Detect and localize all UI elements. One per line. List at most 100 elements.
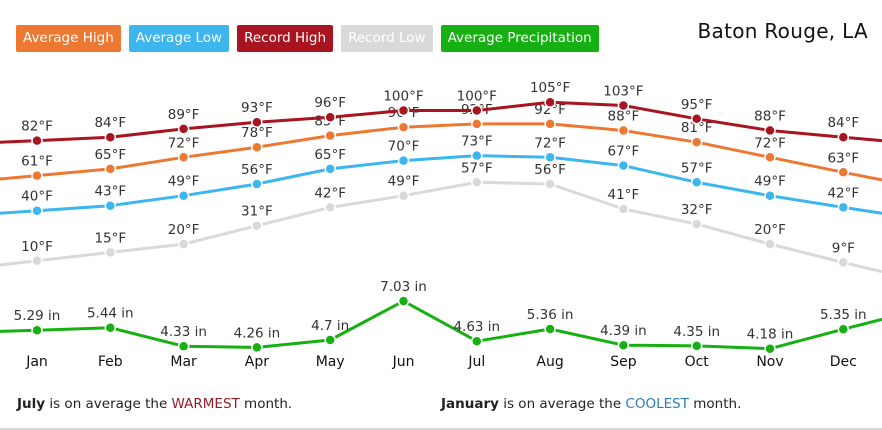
avg-low-point[interactable] <box>617 159 630 172</box>
rec-low-point[interactable] <box>104 246 117 259</box>
rec-high-data-label: 95°F <box>681 97 713 113</box>
avg-low-point[interactable] <box>544 151 556 164</box>
avg-low-point[interactable] <box>397 154 410 167</box>
avg-low-data-label: 49°F <box>168 174 200 190</box>
avg-precip-data-label: 4.33 in <box>160 324 207 340</box>
avg-high-point[interactable] <box>764 151 776 164</box>
avg-precip-point[interactable] <box>104 321 117 334</box>
avg-low-point[interactable] <box>690 176 703 189</box>
warmest-note-end: month. <box>239 396 293 412</box>
series-avg-precip: 5.29 in 5.44 in 4.33 in 4.26 in 4.7 in 7.03 i… <box>0 279 882 355</box>
rec-high-point[interactable] <box>471 104 483 117</box>
rec-low-point[interactable] <box>471 176 483 189</box>
avg-low-data-label: 43°F <box>94 184 126 200</box>
rec-high-point[interactable] <box>690 113 703 125</box>
avg-high-data-label: 92°F <box>534 102 566 118</box>
avg-high-point[interactable] <box>31 169 43 182</box>
rec-high-line <box>0 100 882 144</box>
avg-low-point[interactable] <box>837 201 850 214</box>
legend-avg-precip-button[interactable]: Average Precipitation <box>440 25 599 52</box>
warmest-note-text: is on average the <box>45 396 172 412</box>
avg-high-data-label: 78°F <box>241 125 273 141</box>
x-tick-label: Nov <box>756 354 783 370</box>
avg-high-point[interactable] <box>397 121 410 133</box>
avg-low-data-label: 70°F <box>388 139 420 155</box>
avg-precip-point[interactable] <box>690 340 703 352</box>
avg-high-point[interactable] <box>544 118 556 130</box>
avg-precip-data-label: 5.36 in <box>527 307 574 323</box>
avg-high-point[interactable] <box>690 136 703 148</box>
avg-low-point[interactable] <box>31 204 43 217</box>
avg-high-point[interactable] <box>837 166 850 179</box>
avg-precip-point[interactable] <box>251 341 263 354</box>
rec-high-point[interactable] <box>251 116 263 128</box>
avg-low-point[interactable] <box>104 199 117 212</box>
rec-high-point[interactable] <box>837 131 850 143</box>
avg-precip-point[interactable] <box>324 334 336 346</box>
avg-low-point[interactable] <box>324 163 336 175</box>
avg-precip-point[interactable] <box>177 340 190 352</box>
rec-high-data-label: 84°F <box>94 115 126 131</box>
rec-low-point[interactable] <box>324 201 336 214</box>
rec-low-point[interactable] <box>690 218 703 230</box>
x-tick-label: Jun <box>392 354 415 370</box>
avg-precip-point[interactable] <box>397 295 410 307</box>
avg-precip-point[interactable] <box>31 324 43 336</box>
avg-low-point[interactable] <box>471 149 483 162</box>
rec-low-point[interactable] <box>617 203 630 215</box>
rec-low-point[interactable] <box>397 189 410 202</box>
warmest-highlight: WARMEST <box>171 396 240 412</box>
avg-low-point[interactable] <box>251 178 263 190</box>
rec-high-point[interactable] <box>764 124 776 137</box>
avg-high-point[interactable] <box>104 163 117 175</box>
avg-high-point[interactable] <box>177 151 190 164</box>
rec-low-point[interactable] <box>251 219 263 232</box>
avg-high-point[interactable] <box>251 141 263 153</box>
rec-low-point[interactable] <box>31 255 43 267</box>
avg-precip-point[interactable] <box>764 342 776 355</box>
avg-precip-data-label: 5.35 in <box>820 307 867 323</box>
avg-low-data-label: 67°F <box>608 144 640 160</box>
series-avg-high: 61°F65°F72°F78°F85°F90°F92°F92°F88°F81°F… <box>0 102 882 182</box>
avg-high-point[interactable] <box>471 118 483 130</box>
rec-high-data-label: 103°F <box>603 84 643 100</box>
x-tick-label: Jul <box>467 354 485 370</box>
avg-precip-point[interactable] <box>471 335 483 347</box>
avg-precip-point[interactable] <box>837 323 850 335</box>
rec-low-point[interactable] <box>177 238 190 250</box>
coolest-month-note: January is on average the COOLEST month. <box>441 396 741 412</box>
x-tick-label: Feb <box>98 354 123 370</box>
avg-low-point[interactable] <box>764 189 776 202</box>
chart-title: Baton Rouge, LA <box>697 19 868 43</box>
avg-precip-point[interactable] <box>544 323 556 335</box>
legend-rec-high-button[interactable]: Record High <box>237 25 334 52</box>
avg-high-point[interactable] <box>617 124 630 137</box>
legend-rec-low-button[interactable]: Record Low <box>341 25 433 52</box>
avg-low-point[interactable] <box>177 189 190 202</box>
warmest-month: July <box>17 396 46 412</box>
avg-low-data-label: 73°F <box>461 134 493 150</box>
legend-avg-high-button[interactable]: Average High <box>16 25 121 52</box>
rec-high-data-label: 84°F <box>827 115 859 131</box>
rec-high-data-label: 82°F <box>21 119 53 135</box>
rec-low-point[interactable] <box>764 238 776 250</box>
rec-high-point[interactable] <box>617 99 630 112</box>
rec-high-point[interactable] <box>544 96 556 108</box>
avg-high-point[interactable] <box>324 129 336 142</box>
avg-precip-point[interactable] <box>617 339 630 351</box>
x-tick-label: May <box>316 354 345 370</box>
rec-high-point[interactable] <box>397 104 410 117</box>
avg-precip-data-label: 4.39 in <box>600 323 647 339</box>
rec-low-point[interactable] <box>837 256 850 269</box>
avg-precip-data-label: 7.03 in <box>380 279 427 295</box>
rec-low-point[interactable] <box>544 178 556 190</box>
rec-low-data-label: 41°F <box>608 187 640 203</box>
rec-high-point[interactable] <box>324 111 336 123</box>
x-tick-label: Oct <box>685 354 710 370</box>
rec-high-point[interactable] <box>104 131 117 143</box>
rec-low-data-label: 56°F <box>534 162 566 178</box>
warmest-month-note: July is on average the WARMEST month. <box>17 396 292 412</box>
rec-high-point[interactable] <box>31 134 43 147</box>
legend-avg-low-button[interactable]: Average Low <box>128 25 230 52</box>
rec-high-point[interactable] <box>177 123 190 135</box>
